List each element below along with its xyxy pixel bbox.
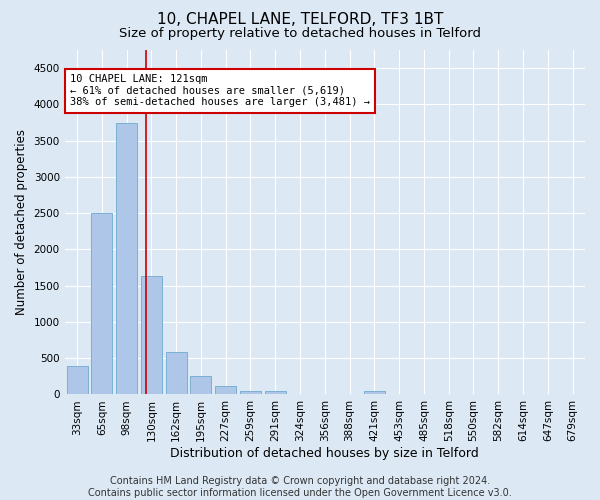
Bar <box>116 123 137 394</box>
Y-axis label: Number of detached properties: Number of detached properties <box>15 129 28 315</box>
Text: 10, CHAPEL LANE, TELFORD, TF3 1BT: 10, CHAPEL LANE, TELFORD, TF3 1BT <box>157 12 443 28</box>
Bar <box>166 352 187 395</box>
Bar <box>265 391 286 394</box>
Bar <box>215 386 236 394</box>
Bar <box>364 391 385 394</box>
Bar <box>190 376 211 394</box>
X-axis label: Distribution of detached houses by size in Telford: Distribution of detached houses by size … <box>170 447 479 460</box>
Text: Contains HM Land Registry data © Crown copyright and database right 2024.
Contai: Contains HM Land Registry data © Crown c… <box>88 476 512 498</box>
Bar <box>91 213 112 394</box>
Bar <box>67 366 88 394</box>
Bar <box>240 391 261 394</box>
Text: Size of property relative to detached houses in Telford: Size of property relative to detached ho… <box>119 28 481 40</box>
Text: 10 CHAPEL LANE: 121sqm
← 61% of detached houses are smaller (5,619)
38% of semi-: 10 CHAPEL LANE: 121sqm ← 61% of detached… <box>70 74 370 108</box>
Bar <box>141 276 162 394</box>
